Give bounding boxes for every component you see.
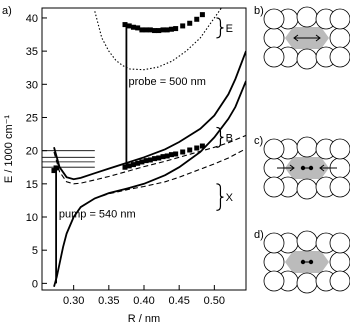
annotation: probe = 500 nm — [129, 76, 206, 88]
annotation: B — [226, 132, 233, 144]
y-tick-label: 0 — [32, 278, 38, 290]
x-tick-label: 0.45 — [168, 295, 189, 307]
arrow — [277, 164, 337, 172]
annotation: X — [226, 192, 234, 204]
atom — [329, 176, 350, 198]
marker — [156, 155, 162, 161]
atom — [329, 251, 350, 273]
marker — [122, 164, 128, 170]
marker — [147, 157, 153, 163]
marker — [173, 151, 179, 157]
marker — [164, 27, 170, 33]
atom — [263, 8, 285, 30]
marker — [130, 162, 136, 168]
atom — [296, 272, 318, 294]
marker — [164, 153, 170, 159]
marker — [139, 27, 145, 33]
panel-label: b) — [254, 5, 264, 17]
panel-label: a) — [2, 5, 12, 17]
marker — [51, 168, 57, 174]
marker — [194, 145, 200, 151]
atom — [263, 27, 285, 49]
curve — [94, 8, 222, 71]
y-tick-label: 25 — [26, 112, 38, 124]
atom — [329, 46, 350, 68]
atom — [329, 27, 350, 49]
y-tick-label: 30 — [26, 79, 38, 91]
marker — [187, 147, 193, 153]
marker — [199, 12, 205, 18]
x-tick-label: 0.35 — [98, 295, 119, 307]
marker — [156, 28, 162, 34]
marker — [160, 154, 166, 160]
y-tick-label: 35 — [26, 46, 38, 58]
x-tick-label: 0.50 — [204, 295, 225, 307]
annotation: E — [226, 23, 233, 35]
marker — [135, 160, 141, 166]
marker — [126, 23, 132, 29]
x-tick-label: 0.40 — [133, 295, 154, 307]
marker — [152, 28, 158, 34]
brace — [216, 126, 224, 148]
curve — [53, 80, 246, 287]
atom — [263, 251, 285, 273]
atom — [296, 48, 318, 70]
atom — [329, 270, 350, 292]
atom — [263, 232, 285, 254]
atom — [296, 178, 318, 200]
marker — [180, 149, 186, 155]
atom — [329, 138, 350, 160]
atom — [296, 136, 318, 158]
marker — [135, 25, 141, 31]
y-tick-label: 10 — [26, 212, 38, 224]
atom — [263, 46, 285, 68]
x-axis-label: R / nm — [128, 313, 160, 325]
marker — [152, 156, 158, 162]
marker — [130, 24, 136, 30]
curve — [80, 148, 246, 208]
y-tick-label: 20 — [26, 146, 38, 158]
atom — [263, 176, 285, 198]
y-axis-label: E / 1000 cm⁻¹ — [3, 115, 15, 184]
marker — [194, 16, 200, 22]
y-tick-label: 15 — [26, 179, 38, 191]
marker — [143, 27, 149, 33]
marker — [160, 27, 166, 33]
y-tick-label: 40 — [26, 13, 38, 25]
marker — [187, 20, 193, 26]
atom — [263, 270, 285, 292]
atom — [329, 8, 350, 30]
marker — [139, 159, 145, 165]
arrow — [293, 34, 321, 42]
marker — [126, 163, 132, 169]
marker — [168, 152, 174, 158]
marker — [122, 22, 128, 28]
panel-label: c) — [254, 135, 263, 147]
marker — [143, 158, 149, 164]
atom — [296, 230, 318, 252]
marker — [180, 23, 186, 29]
x-tick-label: 0.30 — [63, 295, 84, 307]
marker — [147, 27, 153, 33]
brace — [216, 183, 224, 211]
plot-frame — [41, 7, 247, 291]
marker — [199, 143, 205, 149]
annotation: pump = 540 nm — [59, 209, 136, 221]
curve — [53, 50, 246, 181]
curve — [53, 134, 246, 185]
y-tick-label: 5 — [32, 245, 38, 257]
marker — [168, 26, 174, 32]
atom — [296, 6, 318, 28]
brace — [216, 17, 224, 39]
panel-label: d) — [254, 229, 264, 241]
marker — [173, 26, 179, 32]
atom — [329, 232, 350, 254]
atom — [263, 138, 285, 160]
